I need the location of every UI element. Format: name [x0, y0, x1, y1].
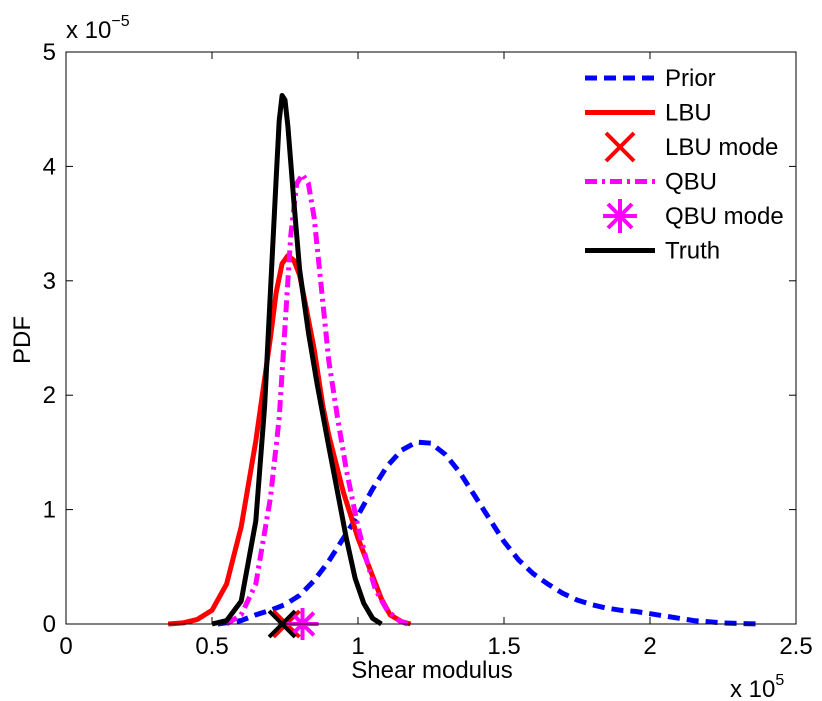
- y-multiplier-base: x 10: [66, 17, 111, 44]
- y-axis-multiplier: x 10−5: [66, 13, 130, 44]
- axis-ticks: 0 0.5 1 1.5 2 2.5 0 1 2 3 4 5: [43, 39, 813, 660]
- x-tick-label: 1.5: [487, 633, 520, 660]
- legend-lbu-label: LBU: [665, 100, 712, 127]
- legend-qbu-mode-swatch: [603, 199, 637, 233]
- y-tick-label: 5: [43, 39, 56, 66]
- legend: Prior LBU LBU mode QBU QBU mode Truth: [585, 65, 784, 265]
- y-axis-label: PDF: [9, 316, 36, 364]
- x-tick-label: 2.5: [779, 633, 812, 660]
- series-prior-line: [217, 439, 759, 627]
- series-truth-line: [211, 93, 383, 627]
- x-tick-label: 0: [59, 633, 72, 660]
- y-multiplier-exponent: −5: [111, 13, 129, 30]
- x-multiplier-exponent: 5: [775, 672, 784, 689]
- legend-qbu-label: QBU: [665, 169, 717, 196]
- y-tick-label: 4: [43, 153, 56, 180]
- x-tick-label: 0.5: [195, 633, 228, 660]
- y-tick-label: 1: [43, 497, 56, 524]
- x-tick-label: 2: [643, 633, 656, 660]
- legend-lbu-mode-swatch: [604, 131, 636, 163]
- x-tick-label: 1: [351, 633, 364, 660]
- legend-prior-label: Prior: [665, 65, 716, 92]
- x-multiplier-base: x 10: [730, 676, 775, 701]
- series-lbu-line: [168, 253, 412, 627]
- y-tick-label: 2: [43, 382, 56, 409]
- y-tick-label: 0: [43, 611, 56, 638]
- legend-lbu-mode-label: LBU mode: [665, 134, 778, 161]
- plot-frame: [65, 51, 797, 625]
- y-tick-label: 3: [43, 268, 56, 295]
- series-qbu-line: [225, 171, 409, 627]
- legend-truth-label: Truth: [665, 238, 720, 265]
- x-axis-multiplier: x 105: [730, 672, 784, 701]
- svg-text:x 105: x 105: [730, 672, 784, 701]
- legend-qbu-mode-label: QBU mode: [665, 203, 784, 230]
- series-group: [168, 93, 759, 627]
- svg-text:x 10−5: x 10−5: [66, 13, 130, 44]
- x-axis-label: Shear modulus: [351, 657, 512, 684]
